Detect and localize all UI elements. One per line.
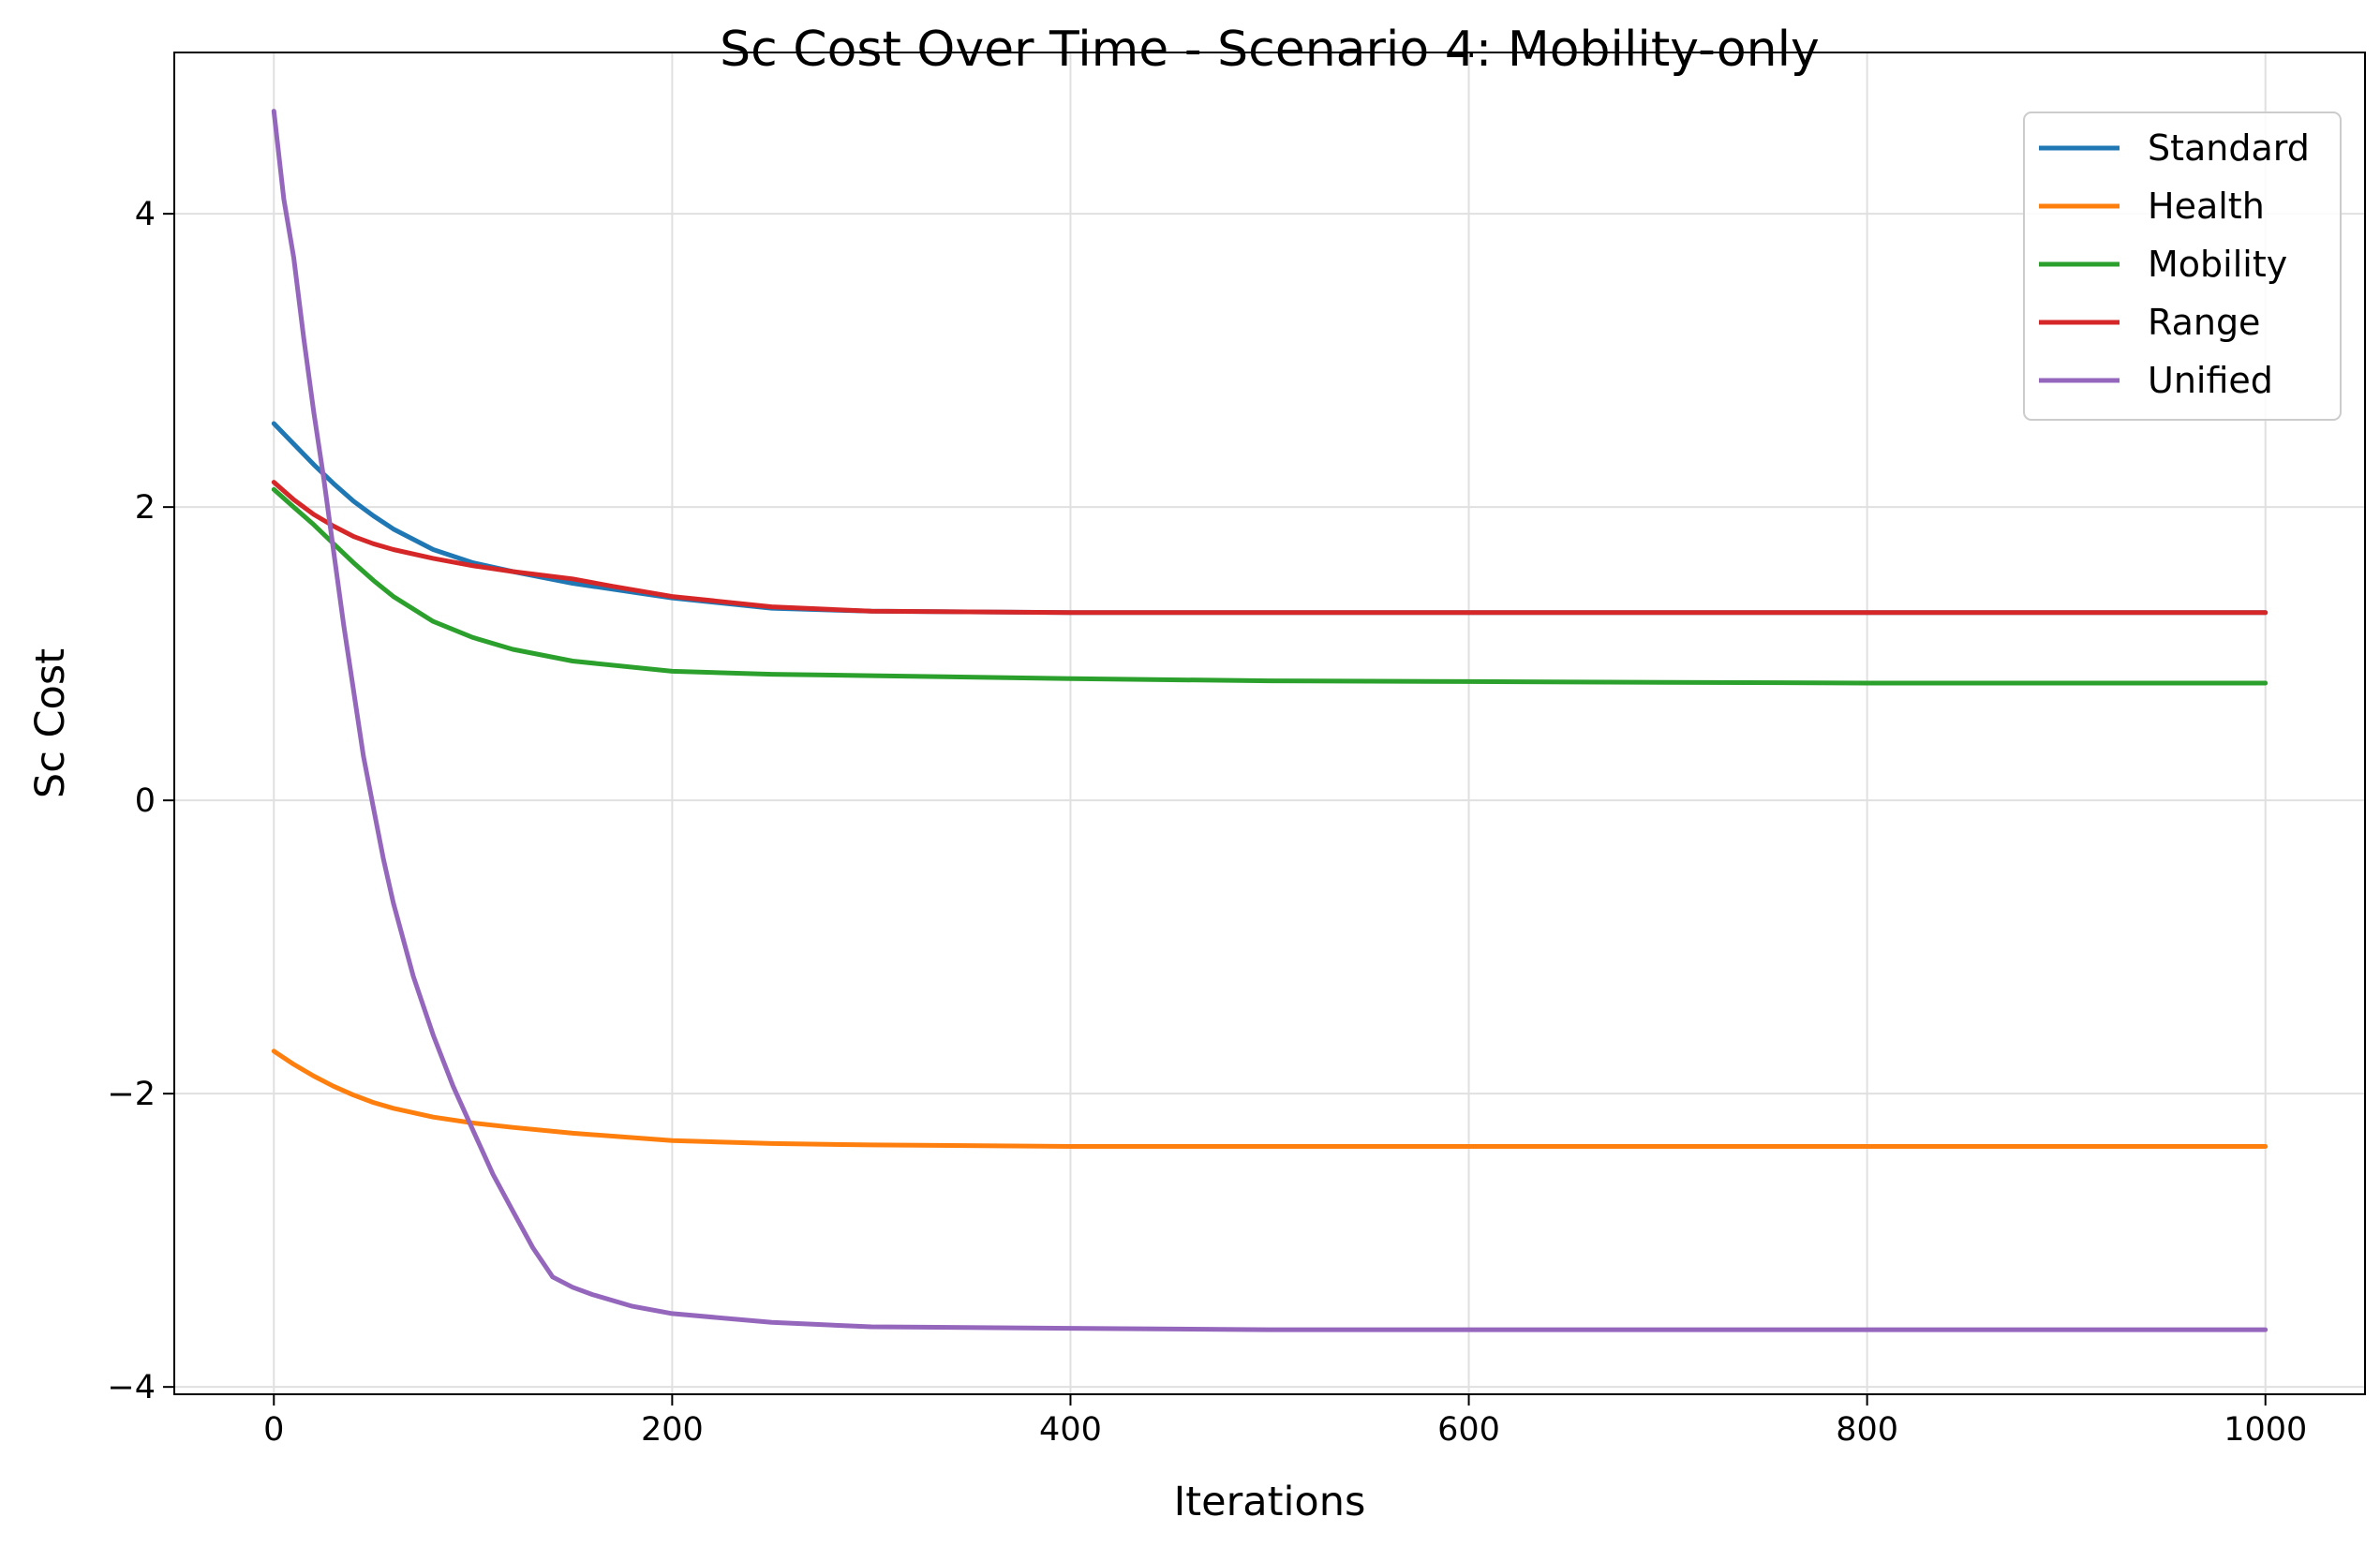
legend-label-mobility: Mobility	[2148, 244, 2287, 285]
y-tick-label: −2	[107, 1076, 156, 1113]
y-tick-label: 4	[135, 196, 156, 233]
legend-label-range: Range	[2148, 302, 2260, 343]
legend-box	[2023, 112, 2342, 421]
series-lines	[271, 109, 2268, 1332]
chart-title: Sc Cost Over Time - Scenario 4: Mobility…	[720, 22, 1820, 78]
y-tick-label: −4	[107, 1369, 156, 1406]
series-line-mobility	[271, 486, 2268, 686]
x-tick-label: 200	[641, 1411, 704, 1449]
legend-label-health: Health	[2148, 186, 2265, 227]
y-axis-title: Sc Cost	[27, 648, 74, 798]
x-tick-label: 0	[263, 1411, 284, 1449]
grid-lines	[174, 52, 2365, 1394]
x-tick-label: 600	[1437, 1411, 1500, 1449]
y-tick-label: 0	[135, 782, 156, 820]
legend-label-unified: Unified	[2148, 360, 2273, 401]
series-line-range	[271, 480, 2268, 616]
series-line-health	[271, 1049, 2268, 1149]
legend-label-standard: Standard	[2148, 127, 2310, 169]
x-tick-label: 800	[1836, 1411, 1898, 1449]
x-axis-title: Iterations	[1174, 1479, 1366, 1525]
legend: Standard Health Mobility Range Unified	[2023, 112, 2342, 421]
series-line-unified	[271, 109, 2268, 1332]
x-tick-label: 1000	[2224, 1411, 2307, 1449]
plot-area-frame	[173, 52, 2366, 1395]
y-tick-label: 2	[135, 489, 156, 527]
x-tick-label: 400	[1039, 1411, 1102, 1449]
axis-ticks: 0 200 400 600 800 1000 −4 −2 0 2 4	[107, 196, 2307, 1449]
